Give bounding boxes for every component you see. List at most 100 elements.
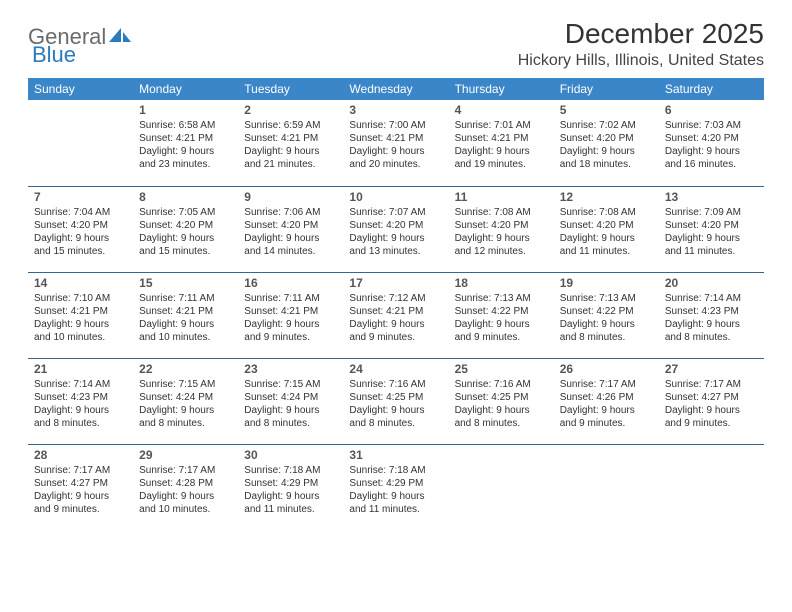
sunset-text: Sunset: 4:21 PM: [139, 132, 232, 145]
col-saturday: Saturday: [659, 78, 764, 100]
sunset-text: Sunset: 4:21 PM: [349, 305, 442, 318]
sunset-text: Sunset: 4:29 PM: [349, 477, 442, 490]
calendar-week-row: 28Sunrise: 7:17 AMSunset: 4:27 PMDayligh…: [28, 444, 764, 530]
sunrise-text: Sunrise: 7:15 AM: [139, 378, 232, 391]
sunset-text: Sunset: 4:23 PM: [34, 391, 127, 404]
sunrise-text: Sunrise: 7:13 AM: [560, 292, 653, 305]
sunset-text: Sunset: 4:24 PM: [244, 391, 337, 404]
calendar-day-cell: 7Sunrise: 7:04 AMSunset: 4:20 PMDaylight…: [28, 186, 133, 272]
col-monday: Monday: [133, 78, 238, 100]
daylight-text: and 15 minutes.: [34, 245, 127, 258]
day-number: 7: [34, 190, 127, 204]
calendar-day-cell: 6Sunrise: 7:03 AMSunset: 4:20 PMDaylight…: [659, 100, 764, 186]
day-number: 29: [139, 448, 232, 462]
day-number: 31: [349, 448, 442, 462]
daylight-text: and 12 minutes.: [455, 245, 548, 258]
calendar-week-row: 21Sunrise: 7:14 AMSunset: 4:23 PMDayligh…: [28, 358, 764, 444]
sunset-text: Sunset: 4:20 PM: [244, 219, 337, 232]
sunset-text: Sunset: 4:25 PM: [349, 391, 442, 404]
col-sunday: Sunday: [28, 78, 133, 100]
daylight-text: and 8 minutes.: [560, 331, 653, 344]
calendar-day-cell: 21Sunrise: 7:14 AMSunset: 4:23 PMDayligh…: [28, 358, 133, 444]
daylight-text: Daylight: 9 hours: [560, 145, 653, 158]
daylight-text: Daylight: 9 hours: [244, 490, 337, 503]
daylight-text: Daylight: 9 hours: [455, 404, 548, 417]
daylight-text: Daylight: 9 hours: [34, 490, 127, 503]
calendar-day-cell: 12Sunrise: 7:08 AMSunset: 4:20 PMDayligh…: [554, 186, 659, 272]
daylight-text: Daylight: 9 hours: [139, 404, 232, 417]
sunrise-text: Sunrise: 7:06 AM: [244, 206, 337, 219]
daylight-text: and 23 minutes.: [139, 158, 232, 171]
day-number: 9: [244, 190, 337, 204]
daylight-text: and 9 minutes.: [665, 417, 758, 430]
daylight-text: and 16 minutes.: [665, 158, 758, 171]
month-title: December 2025: [518, 18, 764, 50]
sunrise-text: Sunrise: 7:16 AM: [455, 378, 548, 391]
calendar-day-cell: 5Sunrise: 7:02 AMSunset: 4:20 PMDaylight…: [554, 100, 659, 186]
sunset-text: Sunset: 4:21 PM: [139, 305, 232, 318]
day-number: 20: [665, 276, 758, 290]
day-number: 2: [244, 103, 337, 117]
calendar-day-cell: 18Sunrise: 7:13 AMSunset: 4:22 PMDayligh…: [449, 272, 554, 358]
daylight-text: Daylight: 9 hours: [244, 232, 337, 245]
day-number: 1: [139, 103, 232, 117]
sunrise-text: Sunrise: 7:05 AM: [139, 206, 232, 219]
day-number: 4: [455, 103, 548, 117]
sunrise-text: Sunrise: 7:08 AM: [560, 206, 653, 219]
daylight-text: and 9 minutes.: [244, 331, 337, 344]
daylight-text: and 8 minutes.: [244, 417, 337, 430]
daylight-text: and 9 minutes.: [455, 331, 548, 344]
sunset-text: Sunset: 4:22 PM: [455, 305, 548, 318]
sunrise-text: Sunrise: 7:01 AM: [455, 119, 548, 132]
sunrise-text: Sunrise: 7:03 AM: [665, 119, 758, 132]
daylight-text: and 10 minutes.: [34, 331, 127, 344]
col-thursday: Thursday: [449, 78, 554, 100]
sunrise-text: Sunrise: 7:00 AM: [349, 119, 442, 132]
sunset-text: Sunset: 4:20 PM: [455, 219, 548, 232]
sunset-text: Sunset: 4:20 PM: [665, 219, 758, 232]
daylight-text: Daylight: 9 hours: [665, 145, 758, 158]
daylight-text: Daylight: 9 hours: [665, 232, 758, 245]
col-wednesday: Wednesday: [343, 78, 448, 100]
day-number: 15: [139, 276, 232, 290]
calendar-day-cell: 30Sunrise: 7:18 AMSunset: 4:29 PMDayligh…: [238, 444, 343, 530]
sunset-text: Sunset: 4:20 PM: [349, 219, 442, 232]
calendar-week-row: 7Sunrise: 7:04 AMSunset: 4:20 PMDaylight…: [28, 186, 764, 272]
day-number: 3: [349, 103, 442, 117]
daylight-text: and 11 minutes.: [244, 503, 337, 516]
day-number: 26: [560, 362, 653, 376]
day-number: 19: [560, 276, 653, 290]
calendar-week-row: 1Sunrise: 6:58 AMSunset: 4:21 PMDaylight…: [28, 100, 764, 186]
sunset-text: Sunset: 4:20 PM: [34, 219, 127, 232]
sunrise-text: Sunrise: 7:12 AM: [349, 292, 442, 305]
daylight-text: and 10 minutes.: [139, 331, 232, 344]
daylight-text: Daylight: 9 hours: [349, 404, 442, 417]
weekday-header-row: Sunday Monday Tuesday Wednesday Thursday…: [28, 78, 764, 100]
daylight-text: and 19 minutes.: [455, 158, 548, 171]
day-number: 30: [244, 448, 337, 462]
calendar-day-cell: [449, 444, 554, 530]
daylight-text: and 8 minutes.: [139, 417, 232, 430]
calendar-day-cell: 25Sunrise: 7:16 AMSunset: 4:25 PMDayligh…: [449, 358, 554, 444]
calendar-day-cell: 24Sunrise: 7:16 AMSunset: 4:25 PMDayligh…: [343, 358, 448, 444]
daylight-text: Daylight: 9 hours: [34, 404, 127, 417]
header-row: General December 2025 Hickory Hills, Ill…: [28, 18, 764, 70]
sunrise-text: Sunrise: 7:16 AM: [349, 378, 442, 391]
day-number: 12: [560, 190, 653, 204]
calendar-day-cell: 16Sunrise: 7:11 AMSunset: 4:21 PMDayligh…: [238, 272, 343, 358]
daylight-text: and 8 minutes.: [349, 417, 442, 430]
day-number: 23: [244, 362, 337, 376]
sunset-text: Sunset: 4:28 PM: [139, 477, 232, 490]
brand-part2: Blue: [32, 42, 76, 68]
col-friday: Friday: [554, 78, 659, 100]
daylight-text: Daylight: 9 hours: [139, 145, 232, 158]
calendar-day-cell: 4Sunrise: 7:01 AMSunset: 4:21 PMDaylight…: [449, 100, 554, 186]
sunset-text: Sunset: 4:20 PM: [139, 219, 232, 232]
sunrise-text: Sunrise: 6:58 AM: [139, 119, 232, 132]
daylight-text: and 11 minutes.: [560, 245, 653, 258]
sunset-text: Sunset: 4:27 PM: [34, 477, 127, 490]
title-block: December 2025 Hickory Hills, Illinois, U…: [518, 18, 764, 70]
daylight-text: Daylight: 9 hours: [244, 318, 337, 331]
calendar-day-cell: 17Sunrise: 7:12 AMSunset: 4:21 PMDayligh…: [343, 272, 448, 358]
daylight-text: and 9 minutes.: [560, 417, 653, 430]
